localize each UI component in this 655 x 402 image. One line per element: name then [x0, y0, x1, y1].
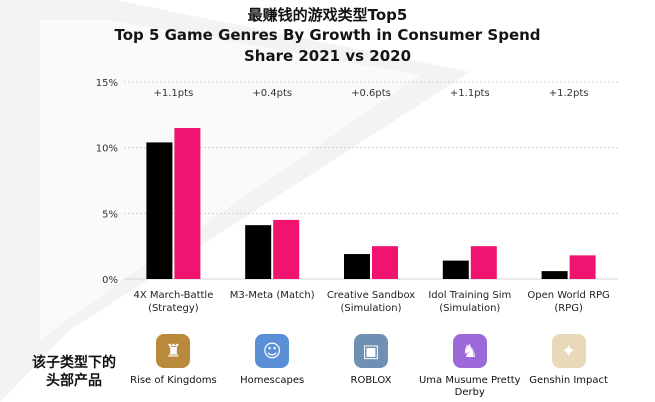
growth-label: +0.6pts	[351, 88, 391, 99]
top-product: ☺ Homescapes	[213, 334, 331, 387]
growth-label: +0.4pts	[252, 88, 292, 99]
x-tick-label: Creative Sandbox	[327, 290, 415, 301]
bar	[273, 219, 300, 279]
x-tick-label: 4X March-Battle	[133, 290, 213, 301]
x-tick-label: M3-Meta (Match)	[230, 290, 315, 301]
bar	[146, 142, 173, 279]
y-tick-label: 5%	[102, 209, 118, 220]
x-tick-label: Idol Training Sim	[428, 290, 511, 301]
top-products-label: 该子类型下的 头部产品	[16, 354, 132, 390]
chart-title-line-1: Top 5 Game Genres By Growth in Consumer …	[114, 26, 541, 44]
chart-title-line-2: Share 2021 vs 2020	[243, 47, 412, 65]
bar	[569, 255, 596, 279]
top-product: ▣ ROBLOX	[312, 334, 430, 387]
top-product: ♞ Uma Musume Pretty Derby	[411, 334, 529, 399]
growth-label: +1.2pts	[549, 88, 589, 99]
x-tick-label: (Simulation)	[439, 303, 500, 314]
bar	[174, 127, 201, 279]
top-product: ♜ Rise of Kingdoms	[114, 334, 232, 387]
top-product-name: ROBLOX	[350, 375, 392, 386]
roblox-icon: ▣	[354, 334, 388, 368]
bar	[541, 271, 568, 279]
growth-label: +1.1pts	[450, 88, 490, 99]
top-products-label-line-1: 该子类型下的	[32, 355, 116, 371]
chart-title-chinese: 最赚钱的游戏类型Top5	[247, 6, 408, 24]
top-product: ✦ Genshin Impact	[510, 334, 628, 387]
bar	[344, 254, 370, 279]
bar	[245, 225, 272, 279]
bar	[442, 260, 469, 279]
top-products-label-line-2: 头部产品	[46, 373, 102, 389]
growth-label: +1.1pts	[154, 88, 194, 99]
rise-of-kingdoms-icon: ♜	[156, 334, 191, 368]
top-product-name: Rise of Kingdoms	[130, 375, 217, 386]
uma-musume-icon: ♞	[452, 334, 487, 368]
x-tick-label: (Simulation)	[340, 303, 401, 314]
y-tick-label: 0%	[102, 275, 118, 286]
homescapes-icon: ☺	[255, 334, 290, 368]
top-product-name: Homescapes	[240, 375, 305, 386]
genshin-impact-icon: ✦	[551, 334, 586, 368]
y-tick-label: 15%	[96, 78, 118, 89]
x-tick-label: (RPG)	[554, 303, 583, 314]
y-tick-label: 10%	[96, 144, 118, 155]
x-tick-label: Open World RPG	[527, 290, 609, 301]
x-tick-label: (Strategy)	[148, 303, 199, 314]
top-product-name: Uma Musume Pretty Derby	[418, 375, 521, 398]
bar	[470, 246, 497, 279]
top-product-name: Genshin Impact	[529, 375, 608, 386]
bar	[372, 246, 398, 279]
